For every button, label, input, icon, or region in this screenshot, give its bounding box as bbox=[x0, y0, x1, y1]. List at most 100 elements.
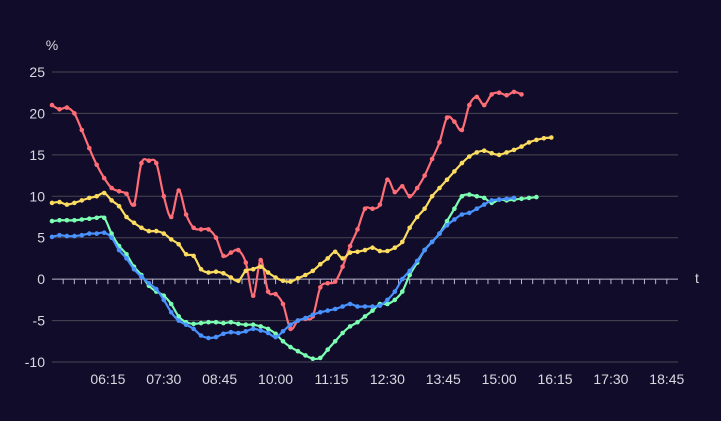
data-point bbox=[79, 198, 85, 203]
data-point bbox=[191, 326, 196, 332]
data-point bbox=[109, 235, 114, 240]
data-point bbox=[459, 127, 465, 133]
data-point bbox=[437, 140, 442, 145]
data-point bbox=[504, 92, 509, 98]
data-point bbox=[332, 306, 338, 312]
data-point bbox=[168, 237, 174, 242]
data-point bbox=[49, 234, 55, 240]
data-point bbox=[258, 328, 264, 333]
data-point bbox=[206, 335, 211, 341]
data-point bbox=[385, 301, 390, 307]
data-point bbox=[362, 314, 368, 319]
data-point bbox=[340, 304, 345, 309]
data-point bbox=[504, 150, 509, 155]
data-point bbox=[87, 216, 92, 221]
data-point bbox=[422, 173, 427, 178]
data-point bbox=[94, 194, 99, 199]
data-point bbox=[116, 247, 122, 253]
data-point bbox=[385, 177, 390, 182]
data-point bbox=[191, 321, 196, 327]
data-point bbox=[168, 310, 174, 315]
data-point bbox=[243, 260, 249, 265]
data-point bbox=[72, 111, 77, 116]
data-point bbox=[87, 145, 92, 151]
data-point bbox=[452, 217, 457, 222]
data-point bbox=[414, 185, 420, 191]
data-point bbox=[109, 185, 114, 191]
data-point bbox=[168, 301, 174, 307]
data-point bbox=[474, 150, 480, 155]
data-point bbox=[139, 274, 144, 280]
data-point bbox=[198, 227, 204, 232]
data-point bbox=[79, 217, 85, 222]
data-point bbox=[161, 194, 167, 199]
data-point bbox=[258, 257, 264, 263]
data-point bbox=[496, 152, 502, 158]
data-point bbox=[280, 329, 286, 334]
data-point bbox=[183, 212, 189, 217]
data-point bbox=[407, 272, 413, 278]
data-point bbox=[206, 270, 211, 275]
data-point bbox=[206, 319, 211, 325]
data-point bbox=[273, 334, 278, 340]
data-point bbox=[459, 160, 465, 166]
data-point bbox=[318, 310, 323, 315]
data-point bbox=[496, 90, 502, 95]
data-point bbox=[362, 304, 368, 309]
data-point bbox=[228, 319, 234, 325]
series-4 bbox=[49, 195, 517, 341]
data-point bbox=[101, 215, 107, 221]
data-point bbox=[370, 308, 375, 313]
data-point bbox=[481, 202, 487, 207]
data-point bbox=[355, 304, 360, 309]
data-point bbox=[57, 199, 62, 205]
data-point bbox=[124, 214, 129, 220]
data-point bbox=[452, 119, 457, 124]
data-point bbox=[288, 344, 293, 350]
data-point bbox=[154, 160, 159, 166]
data-point bbox=[79, 127, 85, 133]
data-point bbox=[310, 312, 316, 318]
data-point bbox=[340, 330, 345, 336]
data-point bbox=[213, 269, 219, 275]
data-point bbox=[273, 275, 278, 280]
data-point bbox=[250, 326, 256, 332]
data-point bbox=[258, 264, 264, 270]
data-point bbox=[101, 190, 107, 196]
x-tick-label: 07:30 bbox=[146, 371, 181, 387]
series-line bbox=[51, 90, 522, 331]
data-point bbox=[183, 252, 189, 257]
data-point bbox=[109, 231, 114, 236]
data-point bbox=[168, 214, 174, 220]
data-point bbox=[340, 264, 345, 270]
data-point bbox=[429, 239, 435, 245]
data-point bbox=[273, 291, 278, 297]
data-point bbox=[370, 245, 375, 250]
data-point bbox=[94, 231, 99, 236]
data-point bbox=[87, 195, 92, 201]
data-point bbox=[154, 286, 159, 292]
data-point bbox=[295, 276, 301, 281]
x-tick-label: 11:15 bbox=[314, 371, 348, 387]
y-tick-label: 15 bbox=[29, 147, 45, 163]
data-point bbox=[176, 242, 181, 247]
data-point bbox=[288, 326, 293, 332]
data-point bbox=[295, 348, 301, 354]
data-point bbox=[213, 235, 219, 240]
data-point bbox=[459, 212, 465, 217]
data-point bbox=[49, 200, 55, 206]
series-3 bbox=[49, 192, 539, 362]
data-point bbox=[414, 258, 420, 264]
data-point bbox=[213, 319, 219, 325]
data-point bbox=[452, 206, 457, 211]
data-point bbox=[57, 232, 62, 238]
y-axis-name: % bbox=[46, 37, 58, 53]
y-tick-label: -5 bbox=[33, 313, 46, 329]
data-point bbox=[236, 278, 241, 284]
data-point bbox=[124, 191, 129, 197]
data-point bbox=[101, 175, 107, 181]
data-point bbox=[265, 270, 271, 275]
data-point bbox=[288, 322, 293, 328]
data-point bbox=[139, 225, 144, 231]
data-point bbox=[347, 324, 353, 329]
